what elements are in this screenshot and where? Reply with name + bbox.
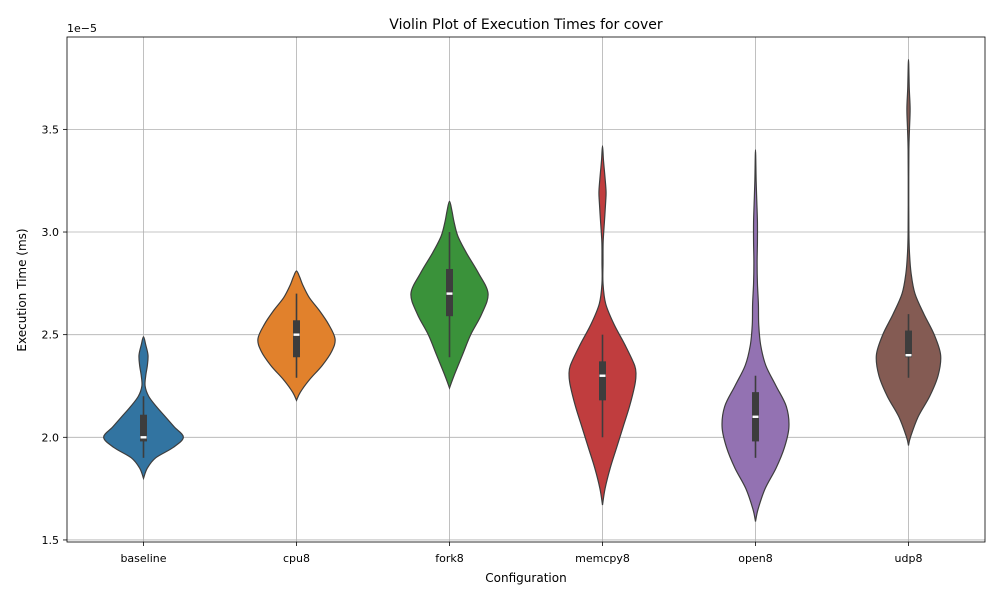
- x-tick-label: cpu8: [283, 552, 310, 565]
- x-tick-label: fork8: [435, 552, 464, 565]
- iqr-box-memcpy8: [599, 361, 606, 401]
- violin-udp8: [875, 58, 942, 446]
- iqr-box-cpu8: [293, 320, 300, 358]
- axes: 1.5 2.0 2.5 3.0 3.5 baseline cpu8 fork8 memcpy8 o…: [42, 123, 923, 565]
- y-tick-label: 2.0: [42, 431, 60, 444]
- y-tick-label: 3.5: [42, 123, 60, 136]
- median-marker-udp8: [905, 353, 912, 357]
- y-tick-label: 3.0: [42, 226, 60, 239]
- median-marker-cpu8: [293, 333, 300, 336]
- median-marker-memcpy8: [599, 374, 606, 377]
- x-tick-label: baseline: [120, 552, 166, 565]
- x-tick-label: memcpy8: [575, 552, 630, 565]
- y-tick-label: 2.5: [42, 329, 60, 342]
- chart-title: Violin Plot of Execution Times for cover: [389, 17, 663, 33]
- x-axis-label: Configuration: [485, 571, 566, 585]
- x-tick-label: open8: [738, 552, 772, 565]
- plot-background: [67, 37, 985, 542]
- median-marker-fork8: [446, 292, 453, 295]
- y-tick-label: 1.5: [42, 534, 60, 547]
- violin-memcpy8: [568, 145, 637, 506]
- median-marker-open8: [752, 415, 759, 418]
- plot-frame: [66, 36, 986, 543]
- x-tick-label: udp8: [895, 552, 923, 565]
- y-offset-label: 1e−5: [67, 22, 97, 35]
- y-axis-label: Execution Time (ms): [15, 228, 29, 351]
- median-marker-baseline: [140, 436, 147, 439]
- violins: [103, 58, 942, 522]
- violin-open8: [721, 149, 790, 522]
- iqr-box-udp8: [905, 330, 912, 358]
- iqr-box-baseline: [140, 414, 147, 442]
